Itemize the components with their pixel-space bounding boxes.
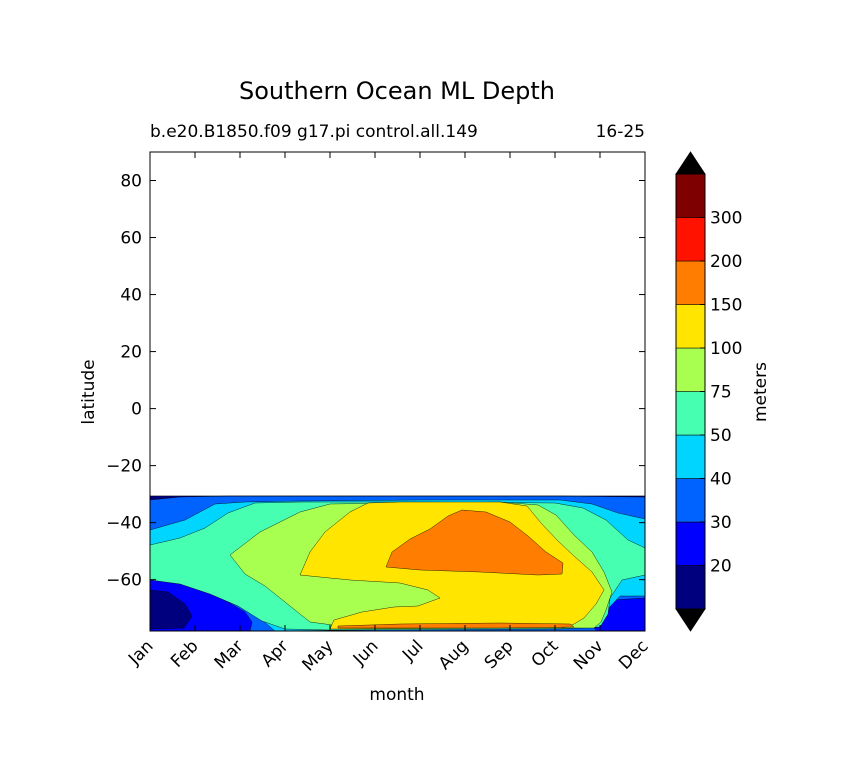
y-tick-label: −60 — [106, 571, 142, 591]
colorbar-extend-max — [675, 151, 706, 175]
plot-frame — [149, 151, 646, 632]
colorbar-segment — [675, 565, 706, 610]
contour-band-150-200 — [337, 509, 575, 629]
colorbar-label: meters — [751, 362, 771, 422]
y-tick-label: −40 — [106, 514, 142, 534]
colorbar-segment — [675, 478, 706, 523]
colorbar-segment — [675, 434, 706, 479]
colorbar-tick-label: 150 — [710, 296, 742, 316]
y-tick-label: −20 — [106, 457, 142, 477]
x-tick-label: Jul — [398, 636, 427, 665]
colorbar-segment — [675, 521, 706, 566]
colorbar-tick-label: 50 — [710, 426, 732, 446]
x-tick-label: May — [299, 636, 338, 675]
colorbar-segment — [675, 173, 706, 218]
colorbar-tick-label: 20 — [710, 557, 732, 577]
chart-subtitle-left: b.e20.B1850.f09 g17.pi control.all.149 — [150, 122, 478, 142]
colorbar-segment — [675, 217, 706, 262]
x-axis-label: month — [369, 685, 424, 705]
contour-band-lt-20 — [150, 495, 645, 630]
colorbar-tick-label: 100 — [710, 339, 742, 359]
colorbar-segment — [675, 347, 706, 392]
x-tick-label: Feb — [167, 636, 202, 671]
chart-subtitle-right: 16-25 — [596, 122, 645, 142]
colorbar-tick-label: 75 — [710, 383, 732, 403]
y-tick-label: 80 — [120, 172, 142, 192]
x-tick-label: Nov — [570, 636, 608, 674]
y-tick-label: 0 — [131, 400, 142, 420]
x-tick-label: Mar — [211, 636, 248, 673]
colorbar-extend-min — [675, 608, 706, 632]
colorbar: 20 30 40 50 75 100 150 200 300 — [675, 151, 742, 632]
x-tick-label: Apr — [258, 636, 293, 671]
y-axis: −60 −40 −20 0 20 40 60 80 — [106, 172, 645, 591]
contour-fill-group — [150, 495, 645, 631]
x-tick-label: Jan — [124, 636, 157, 669]
colorbar-tick-label: 200 — [710, 252, 742, 272]
colorbar-tick-label: 40 — [710, 470, 732, 490]
colorbar-segment — [675, 260, 706, 305]
y-tick-label: 40 — [120, 286, 142, 306]
colorbar-tick-label: 30 — [710, 513, 732, 533]
colorbar-segment — [675, 391, 706, 436]
y-tick-label: 20 — [120, 343, 142, 363]
x-tick-label: Aug — [435, 636, 473, 674]
x-tick-label: Oct — [528, 636, 563, 671]
y-tick-label: 60 — [120, 229, 142, 249]
x-tick-label: Jun — [349, 636, 383, 670]
colorbar-tick-label: 300 — [710, 209, 742, 229]
x-tick-label: Dec — [615, 636, 652, 673]
x-tick-label: Sep — [481, 636, 518, 673]
y-axis-label: latitude — [79, 359, 99, 424]
chart-title: Southern Ocean ML Depth — [239, 77, 555, 105]
colorbar-segment — [675, 304, 706, 349]
